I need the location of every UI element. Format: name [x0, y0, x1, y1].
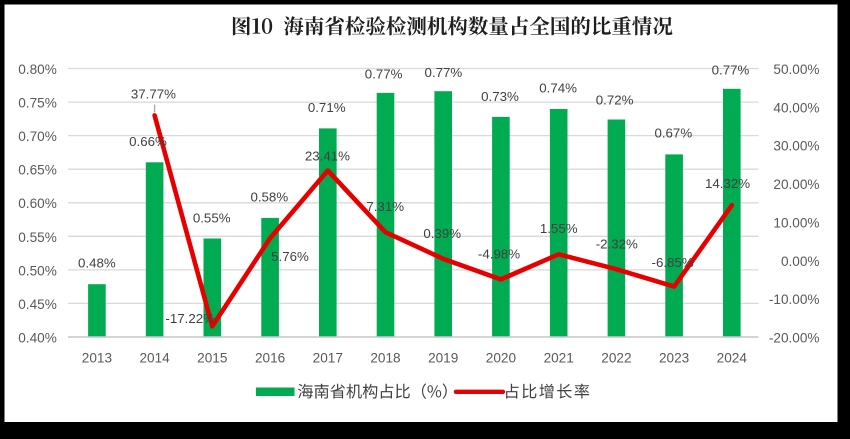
svg-text:0.40%: 0.40% [18, 331, 57, 346]
svg-text:0.77%: 0.77% [425, 65, 463, 80]
svg-text:10.00%: 10.00% [773, 215, 819, 230]
svg-text:2023: 2023 [659, 350, 689, 365]
svg-text:2017: 2017 [313, 350, 343, 365]
svg-text:2020: 2020 [486, 350, 517, 365]
svg-text:23.41%: 23.41% [305, 148, 350, 163]
svg-text:40.00%: 40.00% [773, 100, 819, 115]
svg-text:0.50%: 0.50% [18, 263, 57, 278]
svg-text:0.70%: 0.70% [18, 129, 57, 144]
svg-text:2014: 2014 [139, 350, 170, 365]
svg-text:0.00%: 0.00% [781, 254, 820, 269]
svg-text:20.00%: 20.00% [773, 177, 819, 192]
svg-text:2016: 2016 [255, 350, 285, 365]
svg-text:30.00%: 30.00% [773, 139, 819, 154]
svg-text:0.58%: 0.58% [250, 190, 288, 205]
svg-text:0.75%: 0.75% [18, 96, 57, 111]
svg-text:0.65%: 0.65% [18, 163, 57, 178]
svg-text:0.55%: 0.55% [193, 210, 231, 225]
svg-text:2021: 2021 [544, 350, 574, 365]
svg-text:-10.00%: -10.00% [769, 292, 820, 307]
svg-text:0.80%: 0.80% [18, 62, 57, 77]
svg-text:0.72%: 0.72% [596, 93, 634, 108]
svg-text:2013: 2013 [82, 350, 112, 365]
svg-text:7.31%: 7.31% [366, 199, 404, 214]
svg-text:0.45%: 0.45% [18, 297, 57, 312]
svg-text:2015: 2015 [197, 350, 227, 365]
svg-text:0.77%: 0.77% [712, 62, 750, 77]
svg-text:2022: 2022 [601, 350, 631, 365]
svg-text:0.60%: 0.60% [18, 196, 57, 211]
svg-text:2019: 2019 [428, 350, 458, 365]
svg-text:0.74%: 0.74% [539, 81, 577, 96]
svg-text:5.76%: 5.76% [271, 249, 309, 264]
svg-text:2018: 2018 [370, 350, 400, 365]
svg-text:0.73%: 0.73% [481, 89, 519, 104]
svg-text:-2.32%: -2.32% [596, 236, 638, 251]
svg-text:2024: 2024 [717, 350, 748, 365]
svg-text:0.67%: 0.67% [654, 126, 692, 141]
svg-text:-6.85%: -6.85% [652, 255, 694, 270]
svg-text:0.55%: 0.55% [18, 230, 57, 245]
svg-text:-20.00%: -20.00% [769, 331, 820, 346]
svg-text:50.00%: 50.00% [773, 62, 819, 77]
svg-text:0.71%: 0.71% [308, 100, 346, 115]
svg-text:0.66%: 0.66% [129, 134, 167, 149]
svg-text:-17.22%: -17.22% [165, 311, 215, 326]
svg-text:1.55%: 1.55% [540, 221, 578, 236]
svg-text:37.77%: 37.77% [131, 87, 176, 102]
svg-text:14.32%: 14.32% [705, 176, 750, 191]
svg-text:0.48%: 0.48% [78, 255, 116, 270]
svg-text:0.77%: 0.77% [365, 67, 403, 82]
svg-text:-4.98%: -4.98% [478, 246, 520, 261]
svg-text:0.39%: 0.39% [423, 226, 461, 241]
